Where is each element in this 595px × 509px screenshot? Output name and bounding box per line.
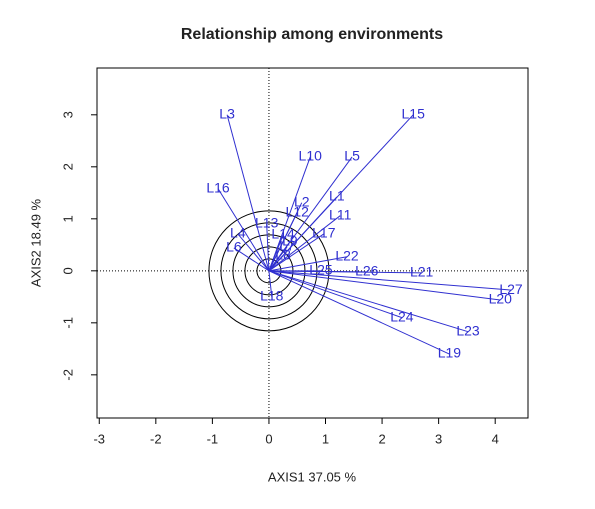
point-label: L17 xyxy=(312,225,336,241)
y-tick-label: -2 xyxy=(60,369,75,381)
point-label: L27 xyxy=(499,281,523,297)
point-label: L5 xyxy=(344,148,360,164)
point-label: L4 xyxy=(230,225,246,241)
vector xyxy=(217,188,270,272)
point-label: L14 xyxy=(271,226,295,242)
point-label: L9 xyxy=(282,232,298,248)
vector xyxy=(268,270,422,274)
point-label: L23 xyxy=(456,322,480,338)
x-tick-label: 0 xyxy=(265,431,272,446)
chart-title: Relationship among environments xyxy=(181,26,443,43)
point-label: L25 xyxy=(309,262,333,278)
point-label: L21 xyxy=(410,264,434,280)
vector xyxy=(268,246,288,272)
point-label: L7 xyxy=(279,238,295,254)
y-axis-label: AXIS2 18.49 % xyxy=(28,198,43,287)
point-label: L12 xyxy=(286,203,310,219)
x-tick-label: 4 xyxy=(492,431,499,446)
y-tick-label: -1 xyxy=(60,317,75,329)
vector xyxy=(226,114,270,271)
y-tick-label: 1 xyxy=(60,215,75,222)
point-label: L10 xyxy=(299,148,323,164)
point-label: L2 xyxy=(294,193,310,209)
point-label: L19 xyxy=(438,345,462,361)
point-label: L3 xyxy=(219,106,235,122)
vector xyxy=(268,256,348,272)
plot-frame xyxy=(96,67,529,419)
vector xyxy=(268,270,512,291)
point-label: L16 xyxy=(206,179,230,195)
point-label: L13 xyxy=(255,215,279,231)
x-tick-label: -2 xyxy=(150,431,162,446)
vector xyxy=(268,270,450,355)
point-label: L18 xyxy=(260,288,284,304)
x-tick-label: 3 xyxy=(435,431,442,446)
reference-circle xyxy=(208,210,330,332)
vector xyxy=(268,215,341,272)
point-label: L1 xyxy=(329,188,345,204)
point-label: L8 xyxy=(275,246,291,262)
x-tick-label: -1 xyxy=(207,431,219,446)
point-label: L15 xyxy=(402,106,426,122)
vector xyxy=(268,212,298,272)
x-axis-label: AXIS1 37.05 % xyxy=(268,469,357,484)
vector xyxy=(268,270,501,301)
x-tick-label: -3 xyxy=(93,431,105,446)
point-label: L22 xyxy=(335,247,359,263)
point-label: L20 xyxy=(489,291,513,307)
vector xyxy=(268,234,284,272)
vector xyxy=(237,233,270,272)
vector xyxy=(233,247,270,272)
vector xyxy=(268,233,325,272)
point-label: L6 xyxy=(226,239,242,255)
y-tick-label: 0 xyxy=(60,267,75,274)
vector xyxy=(268,156,311,271)
point-label: L11 xyxy=(329,206,352,222)
x-tick-label: 2 xyxy=(378,431,385,446)
x-tick-label: 1 xyxy=(322,431,329,446)
vector xyxy=(268,270,403,319)
vector xyxy=(268,270,469,333)
vector xyxy=(266,223,270,271)
vector xyxy=(268,255,284,272)
y-tick-label: 2 xyxy=(60,163,75,170)
point-label: L26 xyxy=(355,263,379,279)
point-label: L24 xyxy=(390,308,414,324)
vector xyxy=(268,270,273,297)
y-tick-label: 3 xyxy=(60,111,75,118)
